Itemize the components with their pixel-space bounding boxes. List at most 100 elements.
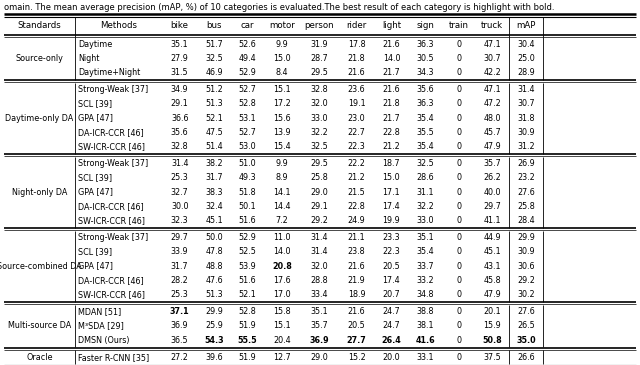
Text: 24.7: 24.7 <box>383 322 400 330</box>
Text: 17.8: 17.8 <box>348 39 365 49</box>
Text: 32.0: 32.0 <box>310 262 328 270</box>
Text: 17.6: 17.6 <box>273 276 291 285</box>
Text: 15.8: 15.8 <box>273 307 291 316</box>
Text: 18.9: 18.9 <box>348 290 365 299</box>
Text: 12.7: 12.7 <box>273 353 291 362</box>
Text: 27.6: 27.6 <box>517 307 535 316</box>
Text: 47.1: 47.1 <box>483 85 501 94</box>
Text: train: train <box>449 21 468 30</box>
Text: 0: 0 <box>456 99 461 108</box>
Text: 14.1: 14.1 <box>273 188 291 197</box>
Text: 19.9: 19.9 <box>383 216 400 225</box>
Text: 31.4: 31.4 <box>310 247 328 256</box>
Text: 14.0: 14.0 <box>273 247 291 256</box>
Text: 50.0: 50.0 <box>205 233 223 242</box>
Text: 21.1: 21.1 <box>348 233 365 242</box>
Text: Source-only: Source-only <box>15 54 63 63</box>
Text: 47.9: 47.9 <box>483 142 501 151</box>
Text: 36.9: 36.9 <box>310 335 329 345</box>
Text: 34.9: 34.9 <box>171 85 189 94</box>
Text: 30.7: 30.7 <box>517 99 535 108</box>
Text: 20.4: 20.4 <box>273 335 291 345</box>
Text: 13.9: 13.9 <box>273 128 291 137</box>
Text: bus: bus <box>206 21 222 30</box>
Text: 0: 0 <box>456 114 461 123</box>
Text: 22.7: 22.7 <box>348 128 365 137</box>
Text: 51.9: 51.9 <box>239 353 257 362</box>
Text: 19.1: 19.1 <box>348 99 365 108</box>
Text: 43.1: 43.1 <box>483 262 501 270</box>
Text: 27.7: 27.7 <box>347 335 367 345</box>
Text: 26.5: 26.5 <box>517 322 535 330</box>
Text: 51.8: 51.8 <box>239 188 257 197</box>
Text: 29.5: 29.5 <box>310 159 328 168</box>
Text: DMSN (Ours): DMSN (Ours) <box>78 335 130 345</box>
Text: 26.4: 26.4 <box>381 335 401 345</box>
Text: Methods: Methods <box>100 21 137 30</box>
Text: 22.2: 22.2 <box>348 159 365 168</box>
Text: 41.6: 41.6 <box>415 335 435 345</box>
Text: 0: 0 <box>456 307 461 316</box>
Text: 29.0: 29.0 <box>310 188 328 197</box>
Text: 32.8: 32.8 <box>310 85 328 94</box>
Text: 28.9: 28.9 <box>517 68 535 77</box>
Text: 31.4: 31.4 <box>310 233 328 242</box>
Text: 53.9: 53.9 <box>239 262 257 270</box>
Text: 9.9: 9.9 <box>276 39 289 49</box>
Text: 31.1: 31.1 <box>417 188 434 197</box>
Text: 45.1: 45.1 <box>483 247 501 256</box>
Text: 31.4: 31.4 <box>171 159 188 168</box>
Text: 52.8: 52.8 <box>239 99 257 108</box>
Text: 30.2: 30.2 <box>517 290 535 299</box>
Text: 25.3: 25.3 <box>171 290 189 299</box>
Text: 27.9: 27.9 <box>171 54 189 63</box>
Text: 22.8: 22.8 <box>383 128 400 137</box>
Text: 15.0: 15.0 <box>383 173 400 182</box>
Text: 53.1: 53.1 <box>239 114 257 123</box>
Text: 52.6: 52.6 <box>239 39 257 49</box>
Text: 48.0: 48.0 <box>483 114 501 123</box>
Text: 31.5: 31.5 <box>171 68 189 77</box>
Text: GPA [47]: GPA [47] <box>78 188 113 197</box>
Text: 31.4: 31.4 <box>517 85 535 94</box>
Text: 51.6: 51.6 <box>239 276 257 285</box>
Text: 0: 0 <box>456 247 461 256</box>
Text: 51.9: 51.9 <box>239 322 257 330</box>
Text: 29.1: 29.1 <box>171 99 189 108</box>
Text: SW-ICR-CCR [46]: SW-ICR-CCR [46] <box>78 142 145 151</box>
Text: 21.6: 21.6 <box>383 39 400 49</box>
Text: 38.2: 38.2 <box>205 159 223 168</box>
Text: 26.2: 26.2 <box>483 173 501 182</box>
Text: bike: bike <box>171 21 189 30</box>
Text: 35.5: 35.5 <box>417 128 434 137</box>
Text: 37.1: 37.1 <box>170 307 189 316</box>
Text: SW-ICR-CCR [46]: SW-ICR-CCR [46] <box>78 216 145 225</box>
Text: 32.5: 32.5 <box>310 142 328 151</box>
Text: 24.7: 24.7 <box>383 307 400 316</box>
Text: 52.5: 52.5 <box>239 247 257 256</box>
Text: light: light <box>382 21 401 30</box>
Text: Multi-source DA: Multi-source DA <box>8 322 71 330</box>
Text: SCL [39]: SCL [39] <box>78 99 112 108</box>
Text: 30.9: 30.9 <box>517 128 535 137</box>
Text: 14.4: 14.4 <box>273 202 291 211</box>
Text: 35.1: 35.1 <box>310 307 328 316</box>
Text: 0: 0 <box>456 353 461 362</box>
Text: Strong-Weak [37]: Strong-Weak [37] <box>78 233 148 242</box>
Text: 27.2: 27.2 <box>171 353 189 362</box>
Text: person: person <box>305 21 334 30</box>
Text: 50.1: 50.1 <box>239 202 257 211</box>
Text: 35.1: 35.1 <box>171 39 189 49</box>
Text: 0: 0 <box>456 216 461 225</box>
Text: 22.8: 22.8 <box>348 202 365 211</box>
Text: 47.2: 47.2 <box>483 99 501 108</box>
Text: GPA [47]: GPA [47] <box>78 262 113 270</box>
Text: 52.7: 52.7 <box>239 128 257 137</box>
Text: 21.8: 21.8 <box>348 54 365 63</box>
Text: SCL [39]: SCL [39] <box>78 247 112 256</box>
Text: 34.8: 34.8 <box>417 290 434 299</box>
Text: 21.9: 21.9 <box>348 276 365 285</box>
Text: 29.1: 29.1 <box>310 202 328 211</box>
Text: 35.4: 35.4 <box>417 247 434 256</box>
Text: 8.9: 8.9 <box>276 173 289 182</box>
